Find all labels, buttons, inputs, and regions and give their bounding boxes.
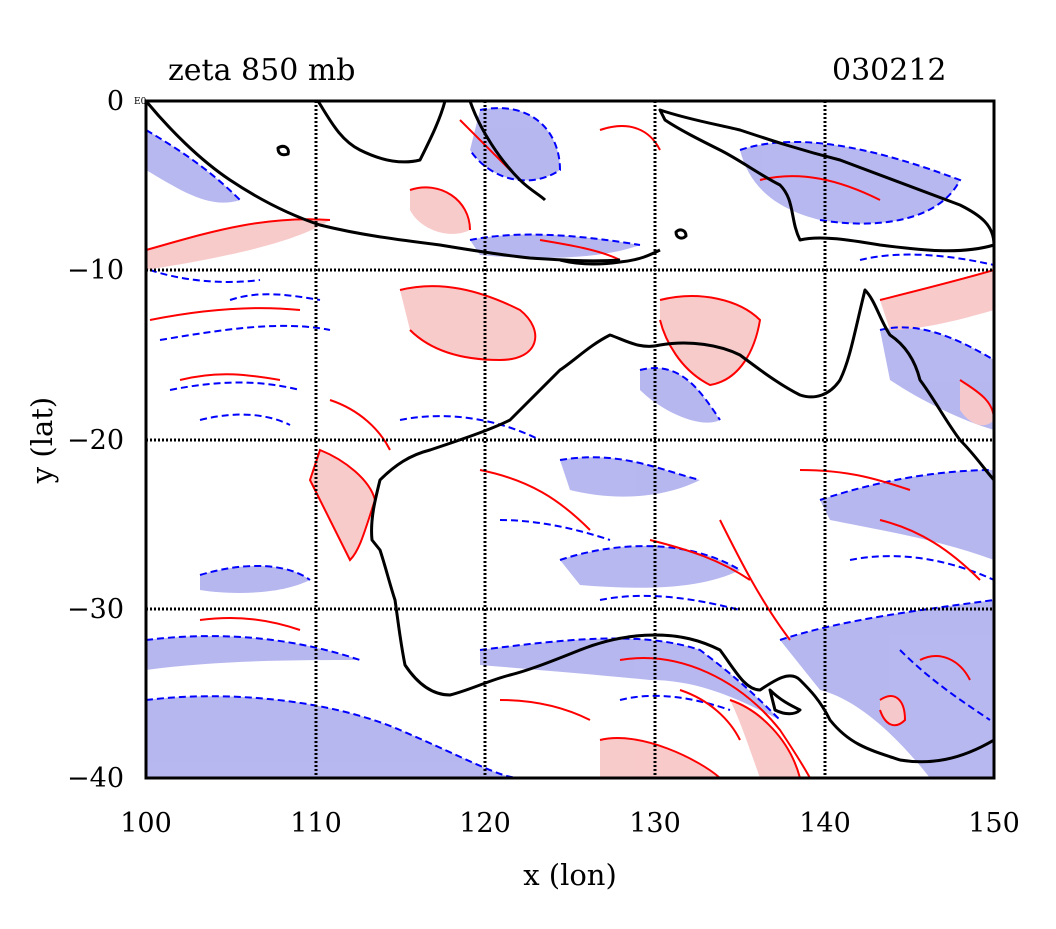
plot-frame — [144, 99, 996, 780]
x-tick-label: 140 — [799, 808, 851, 839]
corner-label: E0 — [134, 97, 147, 107]
y-tick-label: −20 — [67, 425, 124, 456]
plot-area — [144, 99, 996, 780]
x-tick-label: 110 — [290, 808, 342, 839]
y-tick-label: −10 — [67, 255, 124, 286]
x-tick-label: 100 — [120, 808, 172, 839]
y-tick-label: −30 — [67, 594, 124, 625]
x-axis-label: x (lon) — [523, 858, 617, 892]
negative-vorticity-contours — [146, 107, 994, 778]
positive-vorticity-fill — [146, 187, 994, 778]
x-tick-label: 150 — [968, 808, 1020, 839]
map-date: 030212 — [832, 53, 947, 88]
y-axis-ticks: 0 −10 −20 −30 −40 — [67, 86, 124, 794]
y-tick-label: −40 — [67, 763, 124, 794]
y-axis-label: y (lat) — [25, 397, 59, 484]
map-title: zeta 850 mb — [168, 53, 356, 88]
y-tick-label: 0 — [107, 86, 124, 117]
coastlines — [146, 101, 994, 764]
grid-lines — [146, 101, 994, 778]
x-tick-label: 130 — [629, 808, 681, 839]
x-axis-ticks: 100 110 120 130 140 150 — [120, 808, 1020, 839]
positive-vorticity-contours — [146, 119, 994, 778]
x-tick-label: 120 — [459, 808, 511, 839]
